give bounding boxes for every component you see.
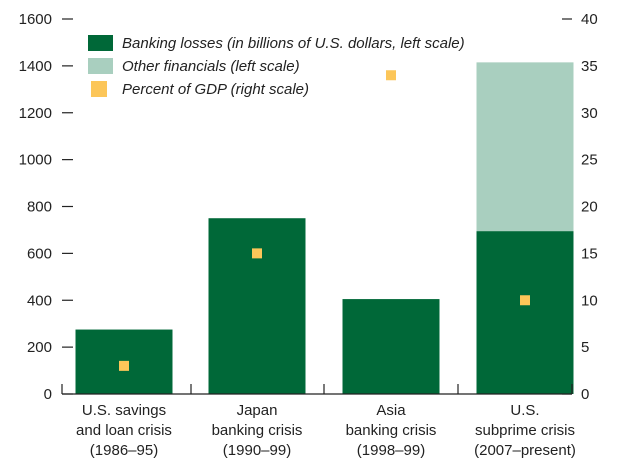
category-label: Asia: [376, 402, 406, 419]
right-tick-label: 40: [581, 11, 598, 28]
category-label: U.S.: [510, 402, 539, 419]
legend-swatch: [91, 81, 107, 97]
category-label: (1998–99): [357, 442, 425, 459]
right-tick-label: 25: [581, 152, 598, 169]
left-tick-label: 1600: [19, 11, 52, 28]
x-axis: U.S. savings and loan crisis (1986–95) Japa…: [61, 384, 576, 459]
category-label: (1990–99): [223, 442, 291, 459]
left-tick-label: 400: [27, 292, 52, 309]
legend-label: Banking losses (in billions of U.S. doll…: [122, 35, 465, 52]
gdp-markers: [119, 70, 530, 371]
left-tick-label: 1400: [19, 58, 52, 75]
bar-segment: [476, 231, 574, 394]
legend-label: Percent of GDP (right scale): [122, 81, 309, 98]
left-tick-label: 1000: [19, 152, 52, 169]
gdp-marker: [520, 295, 530, 306]
bar-segment: [476, 62, 574, 232]
category-label: subprime crisis: [475, 422, 575, 439]
left-tick-label: 0: [44, 386, 52, 403]
gdp-marker: [119, 360, 129, 371]
right-tick-label: 35: [581, 58, 598, 75]
left-tick-label: 800: [27, 199, 52, 216]
right-tick-label: 5: [581, 339, 589, 356]
category-label: (1986–95): [90, 442, 158, 459]
right-tick-label: 20: [581, 199, 598, 216]
bars: [75, 62, 574, 394]
gdp-marker: [386, 70, 396, 81]
right-tick-label: 10: [581, 292, 598, 309]
category-label: Japan: [237, 402, 278, 419]
category-label: banking crisis: [346, 422, 437, 439]
legend: Banking losses (in billions of U.S. doll…: [88, 35, 465, 98]
right-tick-label: 0: [581, 386, 589, 403]
category-label: and loan crisis: [76, 422, 172, 439]
legend-swatch: [88, 58, 113, 74]
right-tick-label: 30: [581, 105, 598, 122]
bar-segment: [208, 218, 306, 394]
bar-segment: [342, 299, 440, 394]
legend-swatch: [88, 35, 113, 51]
left-tick-label: 1200: [19, 105, 52, 122]
category-label: (2007–present): [474, 442, 576, 459]
category-label: banking crisis: [212, 422, 303, 439]
right-tick-label: 15: [581, 245, 598, 262]
category-label: U.S. savings: [82, 402, 166, 419]
left-tick-label: 200: [27, 339, 52, 356]
legend-label: Other financials (left scale): [122, 58, 300, 75]
gdp-marker: [252, 248, 262, 259]
left-axis: 0 200 400 600 800 1000 1200 1400 1600: [19, 11, 73, 403]
left-tick-label: 600: [27, 245, 52, 262]
